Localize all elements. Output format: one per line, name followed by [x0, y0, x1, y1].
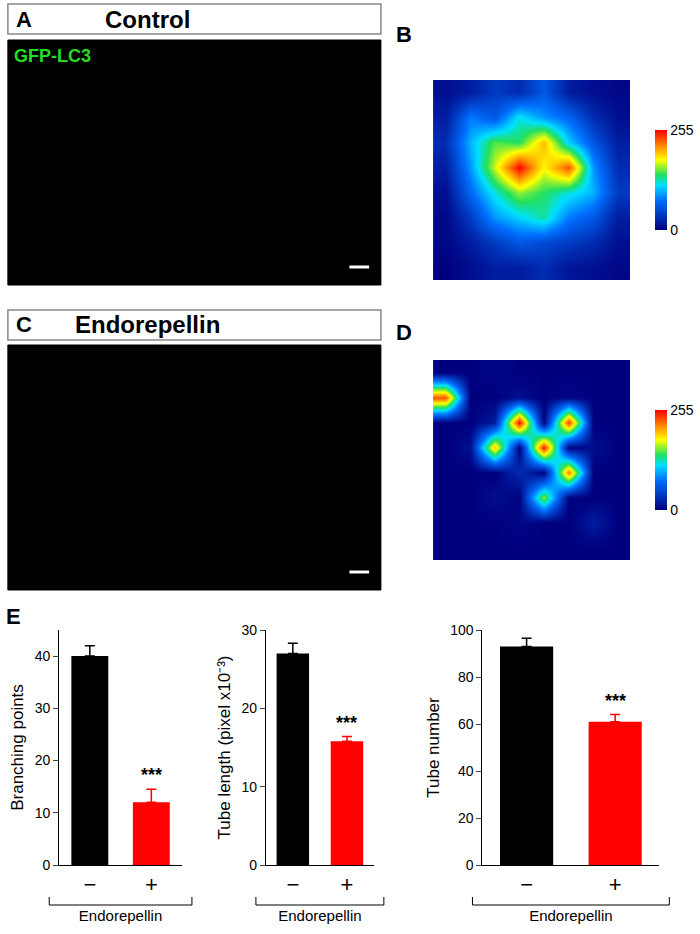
svg-text:40: 40 — [458, 763, 474, 779]
svg-text:20: 20 — [241, 700, 257, 716]
svg-text:0: 0 — [670, 222, 678, 238]
svg-text:10: 10 — [241, 779, 257, 795]
svg-text:0: 0 — [249, 857, 257, 873]
svg-text:10: 10 — [35, 805, 51, 821]
svg-text:0: 0 — [670, 502, 678, 518]
svg-text:***: *** — [336, 713, 357, 733]
svg-text:Tube number: Tube number — [424, 697, 443, 798]
svg-text:Endorepellin: Endorepellin — [278, 907, 361, 924]
svg-text:255: 255 — [670, 122, 694, 138]
svg-text:40: 40 — [35, 648, 51, 664]
svg-text:Endorepellin: Endorepellin — [75, 311, 220, 338]
svg-text:−: − — [83, 872, 96, 897]
svg-text:60: 60 — [458, 716, 474, 732]
svg-text:GFP-LC3: GFP-LC3 — [14, 46, 91, 66]
svg-text:0: 0 — [42, 857, 50, 873]
svg-text:Endorepellin: Endorepellin — [529, 907, 612, 924]
svg-text:30: 30 — [35, 700, 51, 716]
svg-text:30: 30 — [241, 622, 257, 638]
svg-text:D: D — [396, 320, 412, 345]
svg-text:−: − — [286, 872, 299, 897]
svg-text:Control: Control — [105, 6, 190, 33]
svg-text:100: 100 — [450, 622, 474, 638]
svg-text:***: *** — [141, 765, 162, 785]
svg-text:−: − — [520, 872, 533, 897]
svg-text:Endorepellin: Endorepellin — [79, 907, 162, 924]
svg-text:C: C — [16, 312, 32, 337]
svg-text:255: 255 — [670, 402, 694, 418]
svg-text:E: E — [6, 604, 21, 629]
svg-text:Tube length (pixel x10⁻³): Tube length (pixel x10⁻³) — [215, 656, 234, 840]
svg-text:+: + — [145, 872, 158, 897]
svg-text:***: *** — [605, 691, 626, 711]
svg-text:20: 20 — [35, 752, 51, 768]
svg-text:80: 80 — [458, 669, 474, 685]
svg-text:0: 0 — [466, 857, 474, 873]
svg-text:+: + — [341, 872, 354, 897]
svg-text:Branching points: Branching points — [8, 684, 27, 811]
svg-text:A: A — [16, 7, 32, 32]
svg-text:+: + — [609, 872, 622, 897]
svg-text:B: B — [396, 22, 412, 47]
svg-text:20: 20 — [458, 810, 474, 826]
